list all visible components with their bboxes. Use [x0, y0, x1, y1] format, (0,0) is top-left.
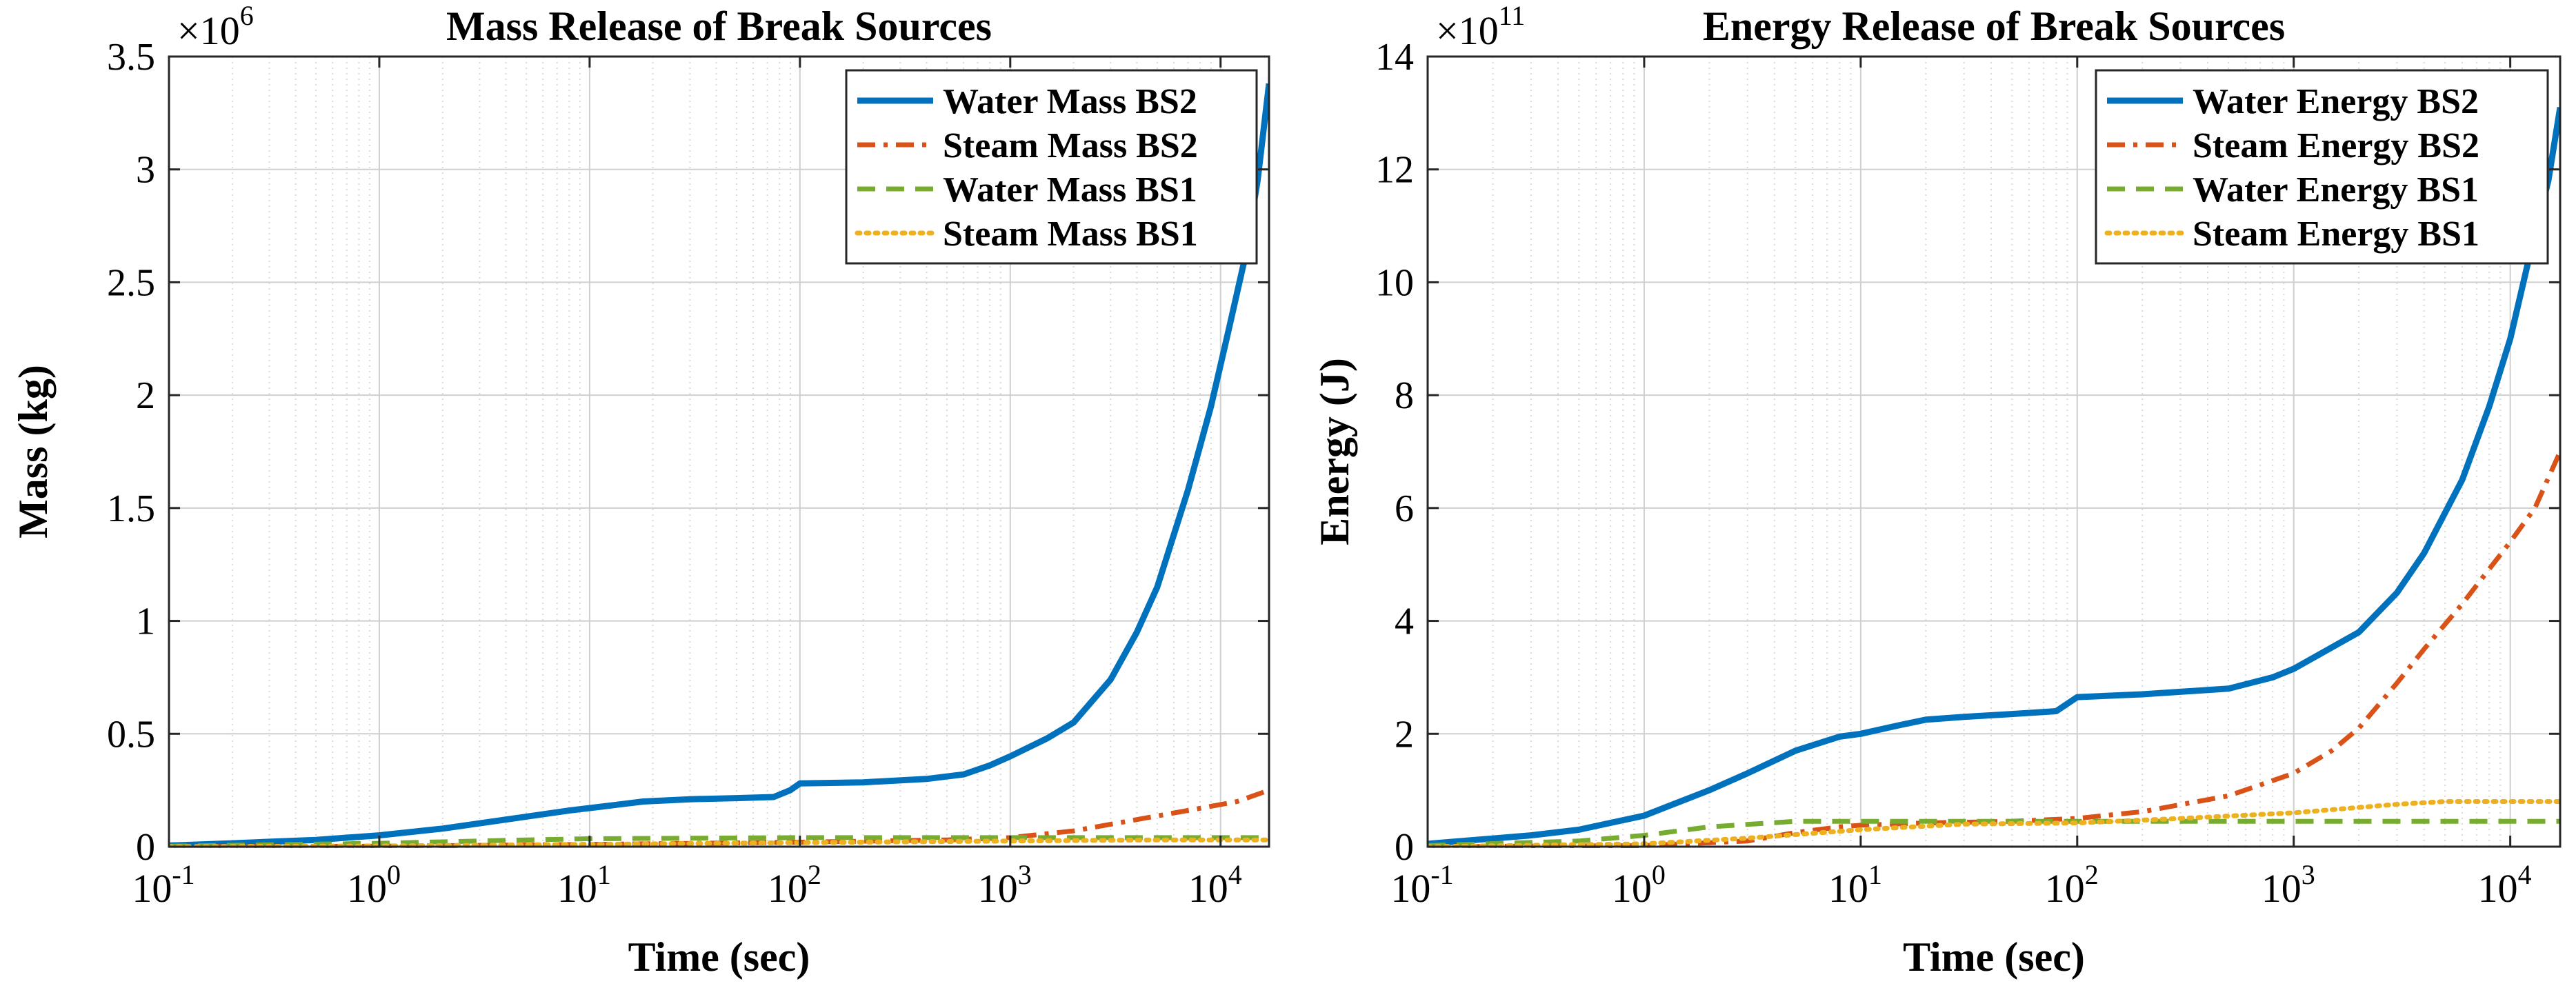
x-tick-base: 10: [132, 866, 172, 911]
y-multiplier-exponent: 11: [1499, 0, 1526, 31]
axes-box: [1426, 55, 2562, 848]
x-tick-exponent: 1: [1868, 859, 1882, 890]
y-tick-label: 4: [1395, 601, 1414, 643]
x-tick-base: 10: [1390, 866, 1430, 911]
series-group: [1428, 106, 2560, 848]
x-tick-base: 10: [1828, 866, 1868, 911]
x-tick-label: 10-1: [1390, 859, 1453, 911]
x-tick-exponent: 4: [1228, 859, 1242, 890]
legend-label: Water Energy BS2: [2193, 82, 2479, 121]
x-tick-label: 100: [1612, 859, 1666, 911]
y-axis-label: Energy (J): [1312, 358, 1357, 545]
y-tick-label: 3.5: [107, 36, 155, 79]
legend-label: Water Mass BS1: [943, 170, 1197, 210]
x-tick-base: 10: [978, 866, 1018, 911]
y-tick-label: 1: [136, 601, 155, 643]
x-tick-exponent: -1: [1430, 859, 1453, 890]
legend: Water Mass BS2 Steam Mass BS2 Water Mass B…: [845, 69, 1258, 265]
x-tick-base: 10: [768, 866, 808, 911]
x-tick-label: 10-1: [132, 859, 194, 911]
y-tick-label: 1.5: [107, 487, 155, 530]
series-line-water-bs2: [169, 83, 1269, 848]
y-tick-label: 2: [1395, 713, 1414, 756]
x-tick-label: 100: [347, 859, 401, 911]
y-axis-multiplier: ×106: [177, 0, 254, 53]
legend: Water Energy BS2 Steam Energy BS2 Water En…: [2095, 69, 2549, 265]
x-tick-base: 10: [347, 866, 387, 911]
axes-box: [168, 55, 1270, 848]
y-tick-label: 0: [136, 826, 155, 869]
x-tick-exponent: 0: [1652, 859, 1666, 890]
y-tick-label: 8: [1395, 374, 1414, 417]
x-tick-exponent: 4: [2518, 859, 2532, 890]
y-tick-label: 14: [1375, 36, 1414, 79]
x-tick-exponent: 0: [387, 859, 401, 890]
x-tick-base: 10: [2262, 866, 2302, 911]
x-axis-label: Time (sec): [1903, 934, 2085, 980]
x-tick-exponent: -1: [172, 859, 194, 890]
x-tick-base: 10: [2478, 866, 2518, 911]
x-tick-label: 101: [557, 859, 611, 911]
chart-title: Mass Release of Break Sources: [446, 3, 992, 49]
legend-label: Steam Energy BS2: [2193, 126, 2479, 165]
legend-label: Steam Mass BS2: [943, 126, 1198, 165]
series-line-steam-bs1: [1428, 799, 2560, 848]
y-tick-label: 12: [1375, 149, 1414, 192]
x-tick-base: 10: [1188, 866, 1228, 911]
y-tick-label: 6: [1395, 487, 1414, 530]
legend-label: Water Mass BS2: [943, 82, 1197, 121]
y-multiplier-base: ×10: [1436, 8, 1499, 53]
x-tick-label: 104: [2478, 859, 2532, 911]
y-tick-label: 0.5: [107, 713, 155, 756]
x-tick-base: 10: [2045, 866, 2085, 911]
y-tick-label: 2: [136, 374, 155, 417]
y-tick-label: 2.5: [107, 261, 155, 304]
x-tick-label: 103: [2262, 859, 2315, 911]
x-tick-exponent: 3: [1018, 859, 1032, 890]
chart-title: Energy Release of Break Sources: [1703, 3, 2285, 49]
y-axis-multiplier: ×1011: [1436, 0, 1525, 53]
x-tick-base: 10: [1612, 866, 1652, 911]
x-tick-label: 102: [768, 859, 821, 911]
y-tick-label: 10: [1375, 261, 1414, 304]
legend-label: Steam Energy BS1: [2193, 214, 2479, 254]
x-tick-exponent: 2: [2085, 859, 2099, 890]
series-line-water-bs2: [1428, 106, 2560, 847]
legend-label: Water Energy BS1: [2193, 170, 2479, 210]
x-tick-exponent: 1: [597, 859, 611, 890]
x-axis-label: Time (sec): [628, 934, 810, 980]
y-tick-label: 3: [136, 149, 155, 192]
x-tick-label: 101: [1828, 859, 1882, 911]
y-multiplier-base: ×10: [177, 8, 240, 53]
y-multiplier-exponent: 6: [240, 0, 254, 31]
y-tick-label: 0: [1395, 826, 1414, 869]
y-axis-label: Mass (kg): [10, 365, 56, 538]
series-line-steam-bs2: [1428, 450, 2560, 848]
x-tick-label: 103: [978, 859, 1032, 911]
series-line-water-bs1: [1428, 818, 2560, 848]
x-tick-base: 10: [557, 866, 597, 911]
x-tick-label: 104: [1188, 859, 1242, 911]
legend-label: Steam Mass BS1: [943, 214, 1198, 254]
x-tick-exponent: 3: [2302, 859, 2315, 890]
x-tick-exponent: 2: [808, 859, 821, 890]
x-tick-label: 102: [2045, 859, 2099, 911]
